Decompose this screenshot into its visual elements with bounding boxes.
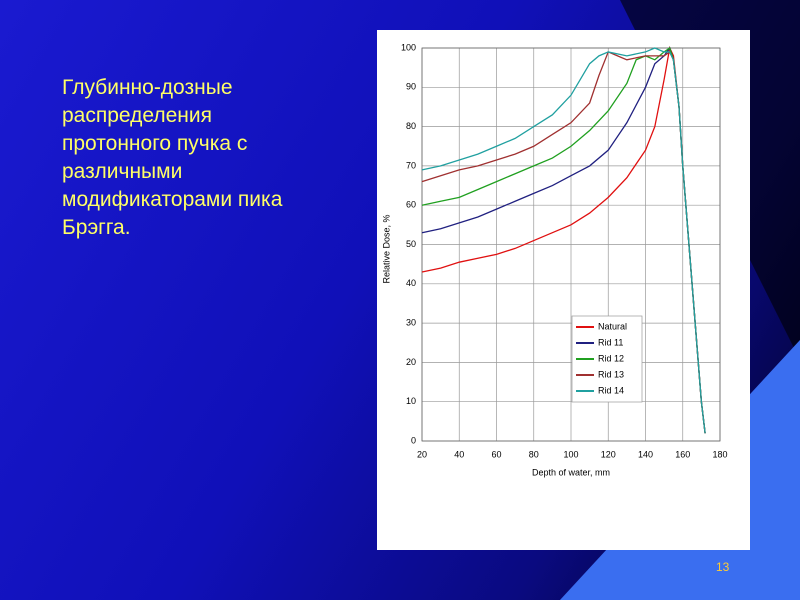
text-line: распределения (62, 104, 212, 127)
text-line: Брэгга. (62, 216, 131, 239)
y-tick-label: 10 (406, 396, 416, 406)
y-tick-label: 20 (406, 357, 416, 367)
plot-frame (421, 47, 721, 442)
y-axis-label: Relative Dose, % (381, 214, 391, 283)
text-line: Глубинно-дозные (62, 76, 233, 99)
chart-background (377, 30, 750, 550)
y-tick-label: 40 (406, 278, 416, 288)
legend-label: Rid 13 (598, 369, 624, 379)
y-tick-label: 30 (406, 317, 416, 327)
legend-label: Rid 14 (598, 385, 624, 395)
text-line: протонного пучка с (62, 132, 248, 155)
y-tick-label: 90 (406, 82, 416, 92)
x-tick-label: 20 (417, 449, 427, 459)
y-tick-label: 50 (406, 239, 416, 249)
legend-label: Natural (598, 321, 627, 331)
y-tick-label: 0 (411, 435, 416, 445)
text-line: модификаторами пика (62, 188, 283, 211)
x-tick-label: 120 (601, 449, 616, 459)
x-tick-label: 100 (563, 449, 578, 459)
text-line: различными (62, 160, 183, 183)
page-number: 13 (716, 560, 730, 574)
x-tick-label: 160 (675, 449, 690, 459)
y-tick-label: 80 (406, 121, 416, 131)
slide-text: Глубинно-дозные распределения протонного п… (62, 74, 282, 242)
y-tick-label: 60 (406, 200, 416, 210)
y-tick-label: 100 (401, 42, 416, 52)
x-axis-label: Depth of water, mm (532, 467, 610, 477)
x-tick-label: 60 (491, 449, 501, 459)
x-tick-label: 140 (638, 449, 653, 459)
x-tick-label: 40 (454, 449, 464, 459)
chart: Relative Dose, % Depth of water, mm 0 10 2… (377, 30, 750, 550)
legend-label: Rid 11 (598, 337, 623, 347)
x-tick-label: 80 (529, 449, 539, 459)
legend-label: Rid 12 (598, 353, 624, 363)
data-line (421, 47, 706, 434)
y-tick-label: 70 (406, 160, 416, 170)
x-tick-label: 180 (712, 449, 727, 459)
